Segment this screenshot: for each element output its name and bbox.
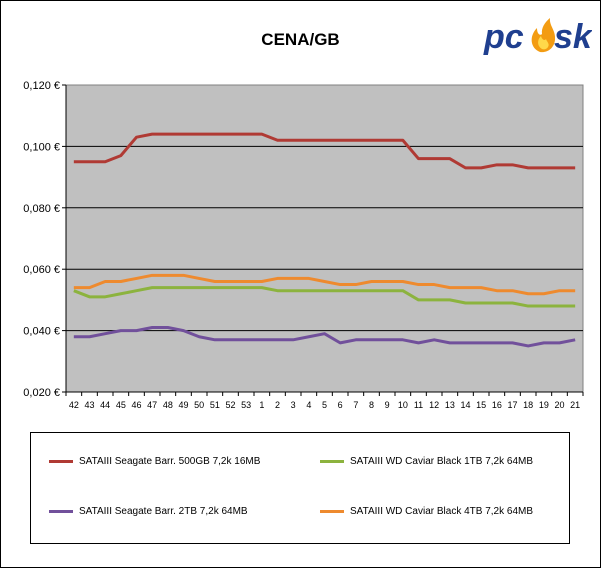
x-tick-label: 46	[131, 400, 141, 410]
x-tick-label: 20	[554, 400, 564, 410]
line-chart: 0,020 € 0,040 € 0,060 € 0,080 € 0,100 € 0,120…	[23, 80, 584, 410]
chart-legend: SATAIII Seagate Barr. 500GB 7,2k 16MB SA…	[30, 432, 570, 544]
x-tick-label: 7	[353, 400, 358, 410]
plot-area	[65, 84, 584, 393]
x-axis: 42 43 44 45 46 47 48 49 50 51 52 53 1 2 3 4 5 6 7 8 9 10 11 12 1…	[65, 391, 584, 410]
x-tick-label: 13	[445, 400, 455, 410]
series-line	[73, 326, 576, 348]
legend-label: SATAIII Seagate Barr. 500GB 7,2k 16MB	[79, 456, 261, 467]
x-tick-label: 10	[398, 400, 408, 410]
y-tick-label: 0,120 €	[23, 80, 60, 92]
x-tick-label: 48	[163, 400, 173, 410]
y-tick-label: 0,040 €	[23, 326, 60, 338]
x-tick-label: 3	[291, 400, 296, 410]
logo-text-left: pc	[483, 18, 524, 56]
x-tick-label: 43	[84, 400, 94, 410]
x-tick-label: 47	[147, 400, 157, 410]
x-tick-label: 14	[460, 400, 470, 410]
legend-item: SATAIII WD Caviar Black 4TB 7,2k 64MB	[320, 506, 533, 517]
x-tick-label: 4	[306, 400, 311, 410]
x-tick-label: 18	[523, 400, 533, 410]
y-tick-label: 0,100 €	[23, 141, 60, 153]
x-tick-label: 19	[539, 400, 549, 410]
x-tick-label: 51	[210, 400, 220, 410]
y-axis: 0,020 € 0,040 € 0,060 € 0,080 € 0,100 € 0,120…	[23, 80, 67, 399]
legend-item: SATAIII WD Caviar Black 1TB 7,2k 64MB	[320, 456, 533, 467]
x-tick-label: 12	[429, 400, 439, 410]
pcfsk-logo: pc sk	[483, 18, 592, 56]
x-tick-label: 21	[570, 400, 580, 410]
x-tick-label: 5	[322, 400, 327, 410]
y-tick-label: 0,020 €	[23, 387, 60, 399]
series-line	[73, 286, 576, 308]
x-tick-label: 42	[69, 400, 79, 410]
legend-item: SATAIII Seagate Barr. 500GB 7,2k 16MB	[49, 456, 260, 467]
x-tick-label: 52	[225, 400, 235, 410]
series-line	[73, 132, 576, 170]
x-tick-label: 49	[178, 400, 188, 410]
x-tick-label: 53	[241, 400, 251, 410]
x-tick-label: 11	[414, 400, 423, 410]
legend-swatch	[320, 460, 344, 463]
x-tick-label: 2	[275, 400, 280, 410]
legend-label: SATAIII WD Caviar Black 1TB 7,2k 64MB	[350, 456, 534, 467]
x-tick-label: 9	[385, 400, 390, 410]
x-tick-label: 15	[476, 400, 486, 410]
x-tick-label: 1	[259, 400, 264, 410]
logo-text-right: sk	[554, 18, 592, 56]
x-tick-label: 17	[507, 400, 517, 410]
legend-label: SATAIII WD Caviar Black 4TB 7,2k 64MB	[350, 506, 534, 517]
x-tick-label: 8	[369, 400, 374, 410]
x-tick-label: 16	[492, 400, 502, 410]
flame-icon	[531, 18, 556, 53]
x-tick-label: 44	[100, 400, 110, 410]
series-lines	[73, 132, 576, 348]
x-tick-label: 45	[116, 400, 126, 410]
y-tick-label: 0,080 €	[23, 203, 60, 215]
legend-swatch	[49, 510, 73, 513]
y-tick-label: 0,060 €	[23, 264, 60, 276]
chart-title: CENA/GB	[261, 30, 340, 49]
legend-label: SATAIII Seagate Barr. 2TB 7,2k 64MB	[79, 506, 248, 517]
legend-swatch	[49, 460, 73, 463]
series-line	[73, 273, 576, 296]
legend-swatch	[320, 510, 344, 513]
legend-item: SATAIII Seagate Barr. 2TB 7,2k 64MB	[49, 506, 248, 517]
x-tick-label: 50	[194, 400, 204, 410]
gridlines	[66, 145, 583, 332]
x-tick-label: 6	[338, 400, 343, 410]
